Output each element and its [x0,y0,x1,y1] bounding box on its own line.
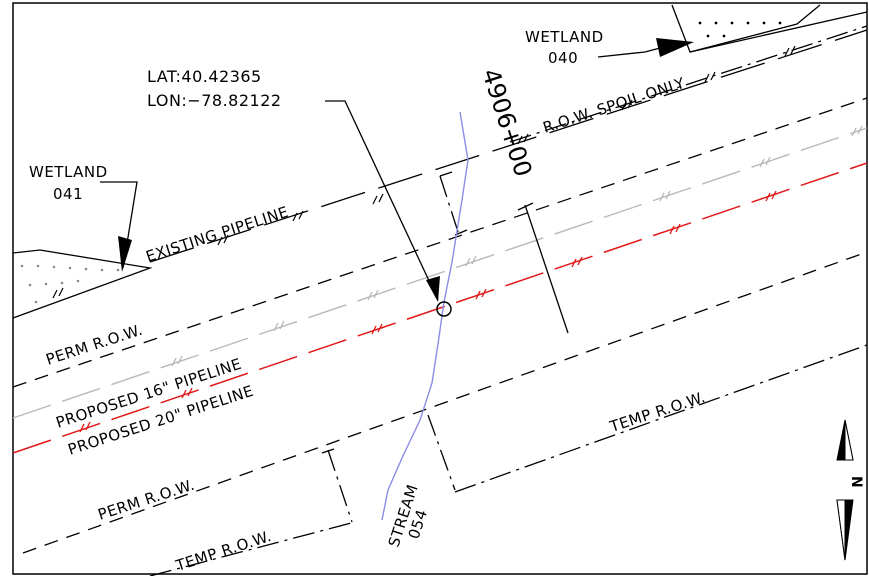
drawing-frame [12,2,868,575]
wetland-040-number: 040 [548,49,578,67]
lower-perm-row-line [22,251,868,554]
break-marks [52,45,796,299]
dimension-ticks [321,171,569,523]
latitude-label: LAT:40.42365 [147,67,262,86]
wetland-041-number: 041 [53,185,83,203]
north-arrow-icon: N [836,419,864,561]
perm-row-upper-label: PERM R.O.W. [44,321,145,369]
station-tick [524,204,569,334]
perm-row-lower-label: PERM R.O.W. [96,476,197,524]
crossing-circle-icon [436,301,452,317]
existing-pipeline-label: EXISTING PIPELINE [144,203,291,266]
station-label: 4906+00 [476,65,537,180]
stream-054-line [381,111,469,521]
wetland-041-title: WETLAND [29,163,108,181]
upper-perm-row-line [12,97,868,388]
leader-lines [100,38,694,302]
north-label: N [848,476,864,488]
red-break-marks [79,190,777,433]
wetland-040-title: WETLAND [525,28,604,46]
row-spoil-boundary [509,25,868,143]
temp-row-lower-label: TEMP R.O.W. [173,527,274,575]
grey-break-marks [171,125,863,367]
proposed-16-pipeline-line [12,127,868,419]
existing-pipeline-line [149,29,868,263]
longitude-label: LON:−78.82122 [147,91,282,110]
temp-row-lower-line [149,521,356,576]
wetland-041-area [12,249,153,319]
row-spoil-label: R.O.W. SPOIL ONLY [541,74,688,137]
proposed-20-pipeline-line [12,162,868,454]
temp-row-right-label: TEMP R.O.W. [607,388,708,436]
wetland-040-area [671,4,868,53]
